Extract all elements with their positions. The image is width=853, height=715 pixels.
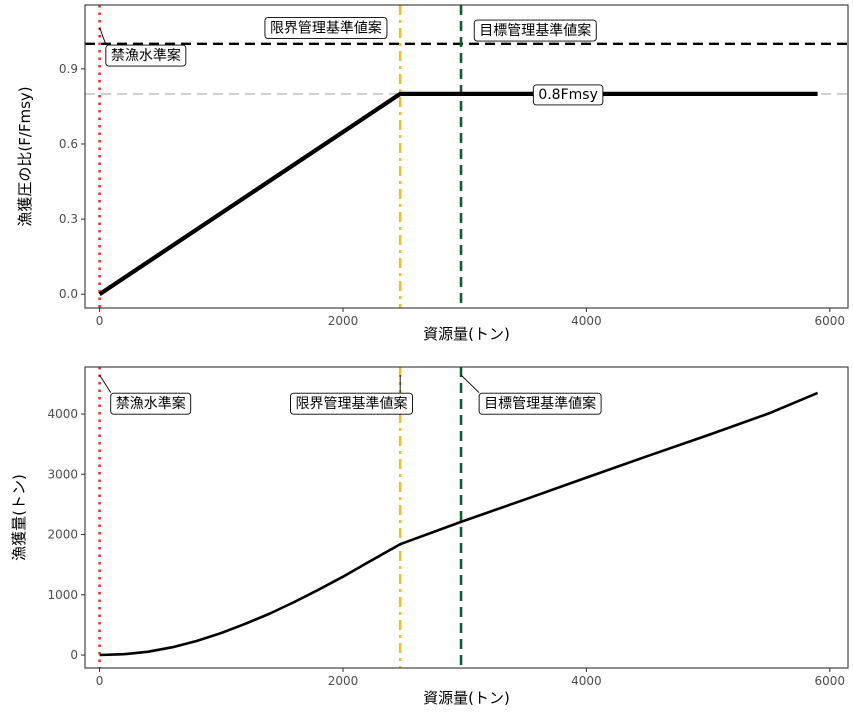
y-tick-label: 0.3 xyxy=(59,212,78,226)
y-tick-label: 0.6 xyxy=(59,137,78,151)
plot-panel-border xyxy=(84,4,849,309)
vline-label-group: 禁漁水準案 xyxy=(110,392,192,415)
y-tick-label: 0.0 xyxy=(59,287,78,301)
data-series-line xyxy=(99,391,819,657)
vline-label-box xyxy=(105,44,187,67)
label-leader-line xyxy=(460,374,480,393)
vline-label-box xyxy=(264,17,388,39)
x-tick-label: 0 xyxy=(96,314,104,328)
y-tick-label: 0 xyxy=(70,648,78,662)
hline-label-box xyxy=(532,84,604,106)
label-leader-line xyxy=(99,374,112,393)
vline-label: 限界管理基準値案 xyxy=(270,20,382,37)
vline-label-group: 限界管理基準値案 xyxy=(264,17,388,39)
plot-panel-border xyxy=(84,366,849,669)
y-tick-label: 4000 xyxy=(47,407,78,421)
x-tick-label: 2000 xyxy=(328,314,359,328)
vline-label: 目標管理基準値案 xyxy=(479,22,591,39)
vline-label-box xyxy=(110,392,192,415)
vline-label-box xyxy=(478,392,602,415)
vline-label: 限界管理基準値案 xyxy=(296,395,408,412)
x-axis-title: 資源量(トン) xyxy=(423,689,510,707)
hline-label: 0.8Fmsy xyxy=(538,87,598,103)
vline-label-box xyxy=(290,392,413,415)
x-tick-label: 6000 xyxy=(814,314,845,328)
x-tick-label: 0 xyxy=(96,674,104,688)
y-tick-label: 3000 xyxy=(47,467,78,481)
vline-label: 禁漁水準案 xyxy=(116,395,186,412)
x-tick-label: 2000 xyxy=(328,674,359,688)
x-tick-label: 6000 xyxy=(814,674,845,688)
vline-label-group: 目標管理基準値案 xyxy=(478,392,602,415)
vline-label-box xyxy=(473,19,597,42)
vline-label-group: 禁漁水準案 xyxy=(105,44,187,67)
y-tick-label: 1000 xyxy=(47,588,78,602)
x-tick-label: 4000 xyxy=(571,314,602,328)
vline-label-group: 限界管理基準値案 xyxy=(290,392,413,415)
y-axis-title: 漁獲量(トン) xyxy=(10,474,28,561)
vline-label: 禁漁水準案 xyxy=(111,47,181,64)
x-axis-title: 資源量(トン) xyxy=(423,325,510,343)
label-leader-line xyxy=(99,27,107,45)
vline-label: 目標管理基準値案 xyxy=(484,395,596,412)
vline-label-group: 目標管理基準値案 xyxy=(473,19,597,42)
y-tick-label: 0.9 xyxy=(59,62,78,76)
data-series-line xyxy=(98,91,818,296)
hline-label-group: 0.8Fmsy xyxy=(532,84,604,106)
y-axis-title: 漁獲圧の比(F/Fmsy) xyxy=(16,86,34,226)
x-tick-label: 4000 xyxy=(571,674,602,688)
y-tick-label: 2000 xyxy=(47,528,78,542)
